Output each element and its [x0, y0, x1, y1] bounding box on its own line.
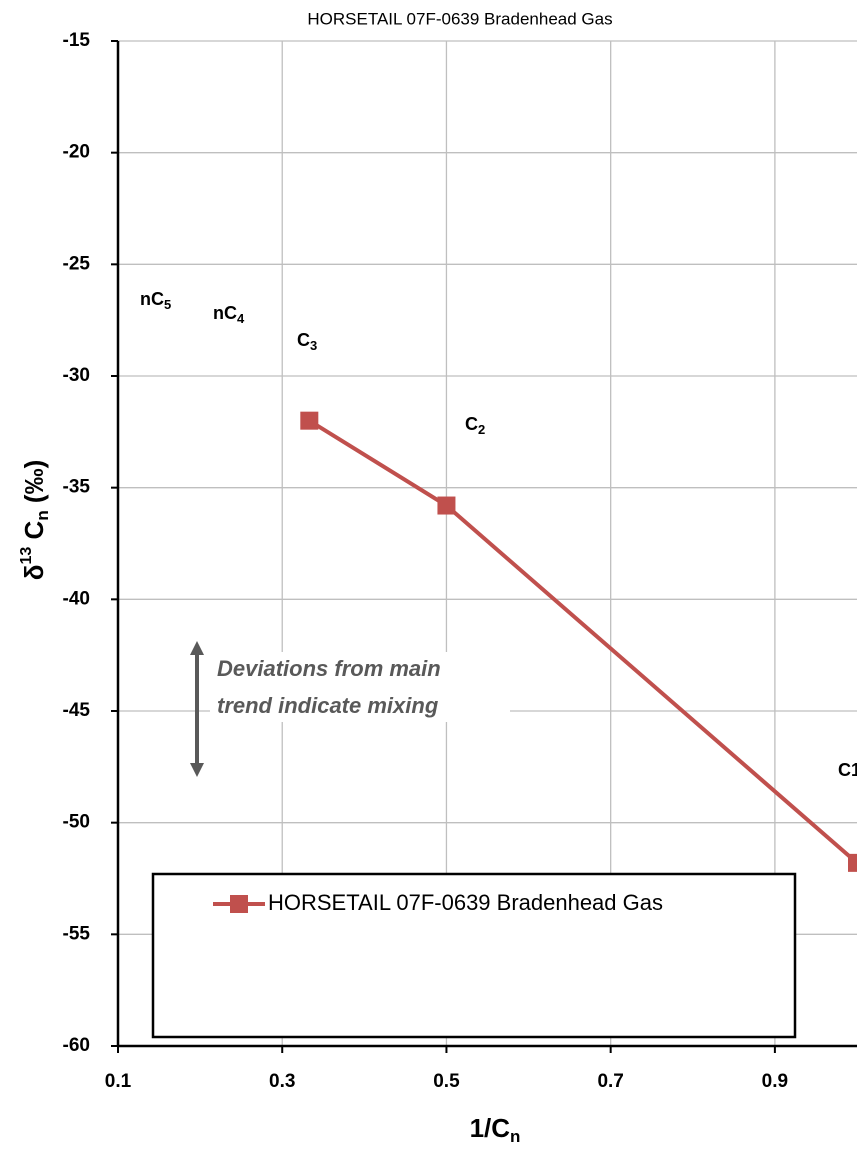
y-tick-label: -50: [63, 812, 90, 833]
point-label: nC5: [140, 289, 171, 313]
annotation-text: Deviations from main: [217, 656, 441, 681]
point-label-sub: 4: [237, 311, 245, 326]
x-tick-label: 0.5: [433, 1071, 460, 1092]
arrow-head: [190, 763, 204, 777]
y-tick-label: -35: [63, 477, 91, 498]
y-tick-label: -20: [63, 142, 90, 163]
point-label-sub: 5: [164, 297, 171, 312]
y-tick-label: -15: [63, 30, 91, 51]
x-tick-label: 0.9: [762, 1071, 788, 1092]
y-label-part: 13: [18, 547, 35, 565]
annotation-bg: [210, 652, 510, 722]
point-label-text: C: [465, 414, 478, 434]
x-tick-label: 0.1: [105, 1071, 132, 1092]
x-axis-label: 1/Cn: [470, 1113, 521, 1147]
x-label-part: n: [510, 1127, 520, 1146]
marker: [300, 411, 319, 430]
legend-marker: [230, 895, 248, 913]
y-label-part: C: [19, 520, 49, 546]
y-label-part: δ: [19, 564, 49, 580]
marker: [848, 853, 857, 872]
y-label-part: (‰): [19, 460, 49, 511]
legend-text: HORSETAIL 07F-0639 Bradenhead Gas: [268, 890, 663, 915]
y-tick-label: -25: [63, 253, 91, 274]
point-label-text: C1: [838, 760, 857, 780]
point-label: nC4: [213, 303, 245, 327]
y-tick-label: -55: [63, 923, 91, 944]
point-label-sub: 2: [478, 422, 485, 437]
y-tick-label: -60: [63, 1035, 90, 1056]
legend-box: [151, 872, 797, 1039]
arrow-head: [190, 641, 204, 655]
x-label-part: 1/C: [470, 1113, 511, 1143]
point-label-text: C: [297, 330, 310, 350]
point-label: C3: [297, 330, 317, 354]
point-label-text: nC: [140, 289, 164, 309]
point-label: C1: [838, 760, 857, 780]
y-axis-label: δ13 Cn (‰): [18, 460, 52, 581]
y-tick-label: -40: [63, 588, 90, 609]
annotation-text: trend indicate mixing: [217, 693, 439, 718]
y-tick-label: -30: [63, 365, 90, 386]
chart-title: HORSETAIL 07F-0639 Bradenhead Gas: [307, 9, 612, 28]
point-label-text: nC: [213, 303, 237, 323]
point-label-sub: 3: [310, 338, 317, 353]
marker: [437, 496, 456, 515]
x-tick-label: 0.3: [269, 1071, 295, 1092]
y-label-part: n: [33, 510, 52, 520]
point-label: C2: [465, 414, 485, 438]
x-tick-label: 0.7: [597, 1071, 623, 1092]
y-tick-label: -45: [63, 700, 91, 721]
